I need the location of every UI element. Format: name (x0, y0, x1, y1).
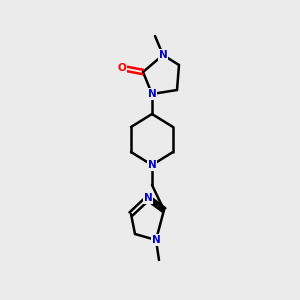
Text: N: N (159, 50, 167, 60)
Text: N: N (148, 160, 156, 170)
Text: O: O (118, 63, 126, 73)
Text: N: N (144, 193, 152, 203)
Text: N: N (148, 89, 156, 99)
Text: N: N (152, 235, 160, 245)
